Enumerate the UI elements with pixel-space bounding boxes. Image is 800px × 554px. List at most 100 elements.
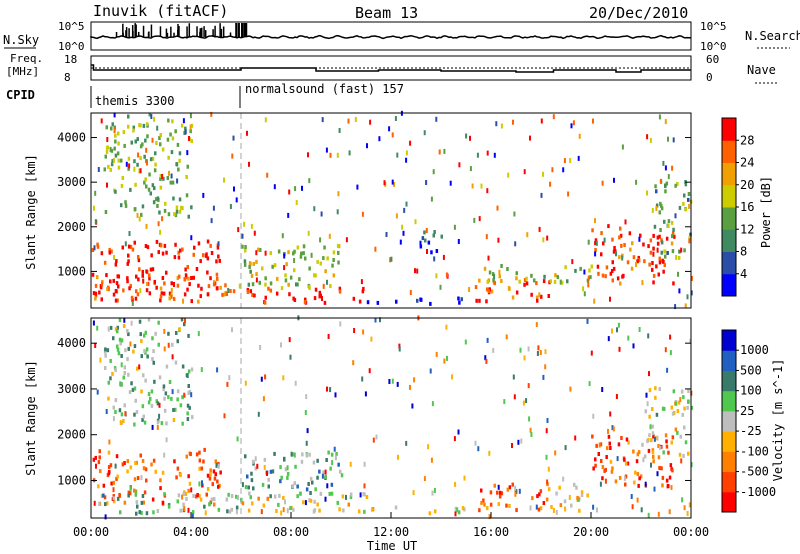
power-colorbar-tick-label: 20 (740, 178, 754, 192)
power-cell (571, 259, 574, 265)
power-cell (683, 193, 686, 198)
velocity-cell (657, 455, 661, 460)
velocity-cell (132, 349, 135, 354)
velocity-cell (271, 469, 275, 474)
velocity-cell (118, 318, 122, 323)
velocity-cell (618, 346, 621, 352)
power-cell (588, 268, 591, 273)
power-cell (329, 284, 332, 288)
power-cell (621, 144, 624, 150)
power-cell (325, 147, 328, 153)
power-cell (302, 251, 305, 256)
velocity-cell (680, 389, 684, 394)
power-cell (159, 142, 162, 147)
freq-label: Freq. (10, 52, 43, 65)
power-cell (252, 261, 255, 266)
velocity-cell (480, 500, 483, 505)
power-cell (156, 204, 159, 208)
velocity-cell (599, 442, 603, 447)
power-cell (656, 241, 660, 246)
velocity-cell (363, 492, 366, 497)
power-cell (556, 275, 560, 280)
power-cell (326, 279, 328, 285)
velocity-cell (586, 318, 589, 324)
power-cell (595, 240, 598, 246)
velocity-cell (187, 391, 190, 395)
power-cell (122, 130, 126, 135)
velocity-cell (451, 374, 453, 380)
power-cell (687, 192, 691, 196)
power-cell (264, 282, 267, 287)
power-cell (458, 300, 461, 305)
power-cell (652, 251, 655, 257)
power-cell (322, 256, 325, 261)
power-cell (114, 289, 118, 293)
velocity-cell (537, 345, 540, 351)
power-cell (93, 205, 95, 211)
power-cell (255, 277, 258, 283)
velocity-cell (128, 390, 132, 394)
power-cell (433, 230, 436, 234)
power-cell (336, 243, 340, 248)
velocity-cell (364, 391, 367, 397)
velocity-cell (564, 445, 567, 451)
power-cell (122, 288, 125, 293)
power-cell (526, 232, 529, 238)
power-cell (113, 255, 115, 260)
power-cell (142, 278, 145, 284)
velocity-cell (112, 487, 115, 493)
velocity-cell (484, 355, 487, 361)
velocity-cell (133, 412, 136, 417)
power-cell (153, 186, 156, 191)
power-cell (173, 212, 176, 217)
power-cell (244, 248, 247, 253)
velocity-cell (208, 502, 211, 507)
velocity-cell (535, 322, 538, 328)
velocity-cell (110, 481, 113, 486)
velocity-cell (290, 451, 293, 457)
power-cell (332, 250, 336, 255)
power-cell (168, 170, 170, 176)
velocity-cell (412, 490, 415, 496)
velocity-cell (108, 470, 111, 474)
velocity-cell (647, 512, 650, 518)
velocity-cell (286, 471, 290, 476)
velocity-cell (129, 491, 132, 496)
velocity-cell (563, 499, 567, 504)
velocity-cell (279, 465, 282, 470)
power-cell (116, 298, 119, 303)
power-cell (190, 235, 193, 241)
power-cell (199, 259, 202, 264)
power-cell (677, 255, 681, 260)
velocity-cell (544, 364, 547, 370)
velocity-cell (244, 380, 247, 386)
velocity-cell (187, 507, 190, 513)
power-cell (209, 243, 212, 248)
velocity-cell (671, 435, 675, 440)
velocity-cell (454, 511, 457, 517)
noise-right-label: N.Search (745, 29, 800, 43)
power-cell (204, 253, 208, 258)
power-cell (474, 285, 478, 290)
power-cell (284, 273, 287, 278)
power-cell (430, 196, 433, 202)
velocity-cell (140, 339, 143, 344)
power-cell (684, 182, 688, 187)
power-cell (612, 266, 616, 271)
power-cell (429, 301, 432, 306)
velocity-cell (669, 350, 672, 356)
velocity-cell (133, 477, 137, 482)
power-cell (352, 296, 356, 301)
power-cell (314, 287, 318, 292)
velocity-cell (198, 481, 201, 487)
power-cell (127, 253, 130, 258)
power-cell (163, 243, 167, 248)
power-cell (667, 219, 671, 224)
velocity-cell (319, 491, 323, 496)
power-cell (293, 298, 297, 302)
power-cell (273, 263, 277, 268)
power-cell (253, 230, 256, 236)
velocity-cell (144, 330, 147, 335)
power-cell (442, 254, 445, 260)
velocity-cell (187, 333, 190, 338)
